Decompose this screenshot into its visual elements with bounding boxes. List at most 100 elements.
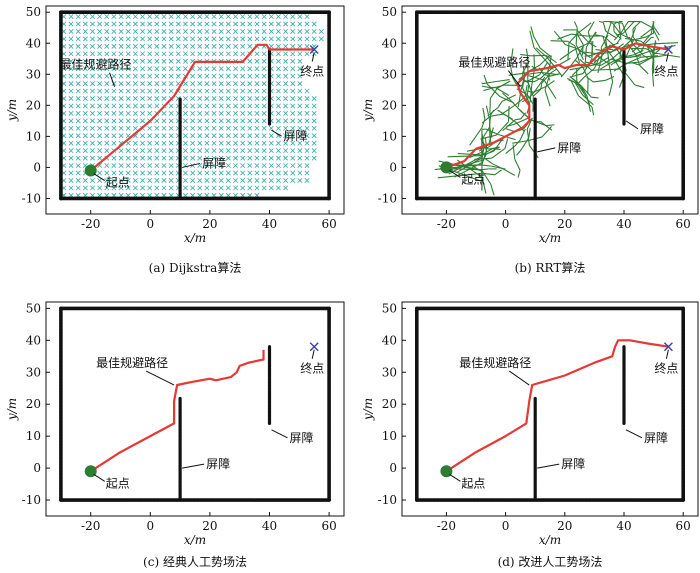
explored-node-mark xyxy=(97,43,103,49)
rrt-tree-edge xyxy=(494,169,502,176)
explored-node-mark xyxy=(154,58,160,64)
explored-node-mark xyxy=(97,103,103,109)
explored-node-mark xyxy=(82,81,88,87)
explored-node-mark xyxy=(240,96,246,101)
rrt-tree-edge xyxy=(489,87,498,99)
explored-node-mark xyxy=(233,118,239,124)
explored-node-mark xyxy=(225,21,231,27)
explored-node-mark xyxy=(275,163,281,169)
start-leader-line xyxy=(449,473,461,482)
explored-node-mark xyxy=(82,148,88,154)
explored-node-mark xyxy=(261,21,267,27)
obstacle-leader-line xyxy=(182,463,205,469)
rrt-tree-edge xyxy=(574,45,581,63)
explored-node-mark xyxy=(132,36,138,42)
explored-node-mark xyxy=(218,133,224,139)
explored-node-mark xyxy=(211,43,217,49)
explored-node-mark xyxy=(211,118,217,124)
explored-node-mark xyxy=(82,118,88,124)
explored-node-mark xyxy=(283,88,289,94)
best-path-line xyxy=(90,349,265,473)
explored-node-mark xyxy=(111,28,117,34)
explored-node-mark xyxy=(297,21,303,27)
explored-node-mark xyxy=(125,73,131,79)
explored-node-mark xyxy=(275,51,281,57)
obstacle-leader-line xyxy=(537,147,556,153)
rrt-tree-edge xyxy=(652,54,668,58)
explored-node-mark xyxy=(68,170,74,176)
explored-node-mark xyxy=(297,36,303,42)
rrt-tree-edge xyxy=(634,84,645,89)
best-path-line xyxy=(445,339,669,473)
rrt-tree-edge xyxy=(514,139,521,147)
explored-node-mark xyxy=(140,185,146,191)
explored-node-mark xyxy=(290,43,296,49)
explored-node-mark xyxy=(290,110,296,116)
explored-node-mark xyxy=(168,118,174,124)
rrt-tree-edge xyxy=(526,128,530,146)
explored-node-mark xyxy=(204,177,210,183)
explored-node-mark xyxy=(275,81,281,87)
explored-node-mark xyxy=(254,185,260,191)
rrt-tree-edge xyxy=(481,85,490,88)
explored-node-mark xyxy=(283,185,289,191)
explored-node-mark xyxy=(240,103,246,109)
explored-node-mark xyxy=(233,81,239,87)
explored-node-mark xyxy=(283,140,289,146)
rrt-tree-edge xyxy=(618,21,622,38)
explored-node-mark xyxy=(233,177,239,183)
explored-node-mark xyxy=(75,170,81,176)
explored-node-mark xyxy=(90,118,95,124)
rrt-tree-edge xyxy=(545,124,555,127)
rrt-tree-edge xyxy=(520,137,530,151)
explored-node-mark xyxy=(211,14,217,20)
explored-node-mark xyxy=(283,148,289,154)
explored-node-mark xyxy=(275,133,281,139)
explored-node-mark xyxy=(311,28,317,34)
explored-node-mark xyxy=(111,21,117,27)
explored-node-mark xyxy=(211,155,217,161)
explored-node-mark xyxy=(254,110,260,116)
explored-node-mark xyxy=(240,28,246,34)
explored-node-mark xyxy=(211,51,217,57)
explored-node-mark xyxy=(82,14,88,20)
explored-node-mark xyxy=(233,110,239,116)
x-tick-label: 0 xyxy=(146,217,154,231)
explored-node-mark xyxy=(211,133,217,139)
explored-node-mark xyxy=(111,66,117,72)
rrt-tree-edge xyxy=(559,49,574,61)
explored-node-mark xyxy=(275,43,281,49)
explored-node-mark xyxy=(261,81,267,87)
explored-node-mark xyxy=(225,96,231,101)
explored-node-mark xyxy=(104,177,110,183)
explored-node-mark xyxy=(97,51,103,57)
explored-node-mark xyxy=(175,58,181,64)
path-leader-line xyxy=(109,72,116,87)
x-tick-label: 0 xyxy=(502,217,510,231)
explored-node-mark xyxy=(247,66,253,72)
explored-node-mark xyxy=(254,88,260,94)
explored-node-mark xyxy=(190,96,196,101)
explored-node-mark xyxy=(261,51,267,57)
explored-node-mark xyxy=(211,140,217,146)
explored-node-mark xyxy=(283,51,289,57)
y-tick-label: 0 xyxy=(33,461,41,475)
explored-node-mark xyxy=(104,185,110,191)
explored-node-mark xyxy=(147,103,153,109)
explored-node-mark xyxy=(218,177,224,183)
x-tick-label: 20 xyxy=(202,519,217,533)
explored-node-mark xyxy=(254,81,260,87)
explored-node-mark xyxy=(168,73,174,79)
explored-node-mark xyxy=(104,118,110,124)
explored-node-mark xyxy=(68,185,74,191)
rrt-tree-edge xyxy=(527,79,530,86)
explored-node-mark xyxy=(240,125,246,131)
explored-node-mark xyxy=(154,125,160,131)
explored-node-mark xyxy=(68,118,74,124)
explored-node-mark xyxy=(111,73,117,79)
explored-node-mark xyxy=(218,96,224,101)
explored-node-mark xyxy=(147,110,153,116)
explored-node-mark xyxy=(182,155,188,161)
x-tick-label: 0 xyxy=(502,519,510,533)
explored-node-mark xyxy=(225,118,231,124)
